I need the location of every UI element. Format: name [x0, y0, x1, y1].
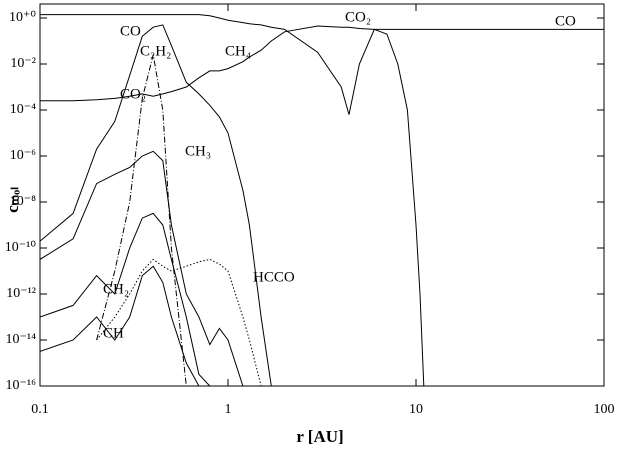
curve-label: CH [103, 325, 124, 341]
curve [40, 24, 272, 386]
y-tick-label: 10⁻⁴ [10, 102, 36, 117]
y-tick-label: 10⁻² [10, 56, 36, 71]
curve-label: CH₃ [185, 143, 211, 159]
curve [40, 14, 604, 115]
curve-label: HCCO [253, 269, 295, 285]
x-tick-label: 0.1 [31, 402, 49, 417]
curve [96, 54, 187, 386]
curve-label: CO [555, 13, 576, 29]
curves [40, 14, 604, 386]
curve [96, 258, 262, 386]
x-tick-label: 100 [594, 402, 615, 417]
curve-label: CO [120, 23, 141, 39]
curve-label: CO₂ [120, 86, 146, 102]
curve [40, 25, 425, 386]
y-tick-label: 10⁺⁰ [9, 10, 36, 25]
curve-label: CO₂ [345, 9, 371, 25]
curve-label: C₂H₂ [140, 43, 171, 59]
curve [40, 150, 244, 386]
curve-label: CH₂ [103, 281, 129, 297]
y-axis-title: cₘₒₗ [3, 187, 22, 213]
y-tick-label: 10⁻¹⁴ [6, 332, 37, 347]
curve [40, 265, 200, 386]
curve-label: CH₄ [225, 43, 251, 59]
plot-frame [39, 3, 605, 387]
y-tick-label: 10⁻⁸ [10, 194, 36, 209]
y-tick-label: 10⁻⁶ [10, 148, 36, 163]
x-tick-label: 10 [409, 402, 423, 417]
y-tick-label: 10⁻¹⁶ [6, 378, 37, 393]
curve [40, 212, 211, 386]
x-axis-title: r [AU] [296, 427, 343, 446]
y-tick-label: 10⁻¹⁰ [5, 240, 37, 255]
y-tick-label: 10⁻¹² [6, 286, 36, 301]
x-tick-label: 1 [225, 402, 232, 417]
